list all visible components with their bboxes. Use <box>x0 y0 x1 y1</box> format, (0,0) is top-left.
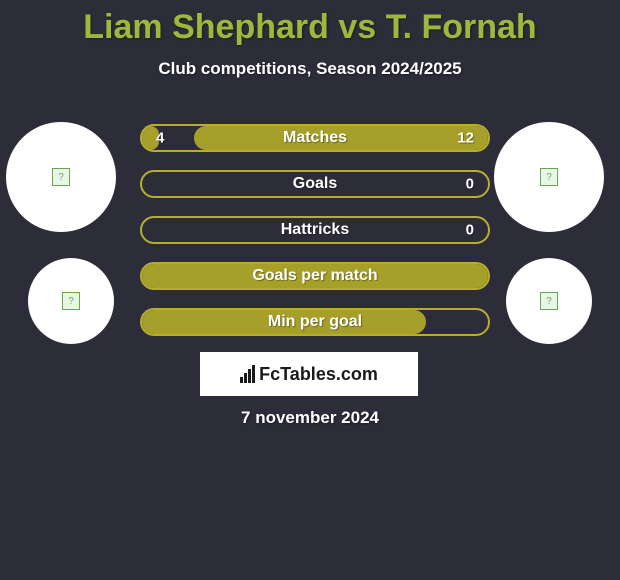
stat-row: Goals0 <box>140 170 490 198</box>
stat-value-right: 0 <box>466 176 474 193</box>
stat-label: Goals <box>142 175 488 193</box>
page-title: Liam Shephard vs T. Fornah <box>0 0 620 47</box>
image-placeholder-icon: ? <box>62 292 80 310</box>
stat-row: Hattricks0 <box>140 216 490 244</box>
image-placeholder-icon: ? <box>52 168 70 186</box>
stat-value-right: 12 <box>457 130 474 147</box>
stat-value-left: 4 <box>156 130 164 147</box>
date-line: 7 november 2024 <box>0 408 620 428</box>
image-placeholder-icon: ? <box>540 168 558 186</box>
stat-label: Goals per match <box>142 267 488 285</box>
branding-text: FcTables.com <box>259 364 378 385</box>
stat-row: Min per goal <box>140 308 490 336</box>
image-placeholder-icon: ? <box>540 292 558 310</box>
stat-row: Goals per match <box>140 262 490 290</box>
player-avatar-left-top: ? <box>6 122 116 232</box>
stat-row: Matches4 12 <box>140 124 490 152</box>
stat-label: Hattricks <box>142 221 488 239</box>
stat-label: Min per goal <box>142 313 488 331</box>
stats-panel: Matches412Goals0Hattricks0Goals per matc… <box>140 124 490 354</box>
chart-bars-icon <box>240 365 255 383</box>
player-avatar-right-bot: ? <box>506 258 592 344</box>
stat-value-right: 0 <box>466 222 474 239</box>
player-avatar-left-bot: ? <box>28 258 114 344</box>
stat-label: Matches <box>142 129 488 147</box>
player-avatar-right-top: ? <box>494 122 604 232</box>
subtitle: Club competitions, Season 2024/2025 <box>0 59 620 79</box>
branding-badge: FcTables.com <box>200 352 418 396</box>
